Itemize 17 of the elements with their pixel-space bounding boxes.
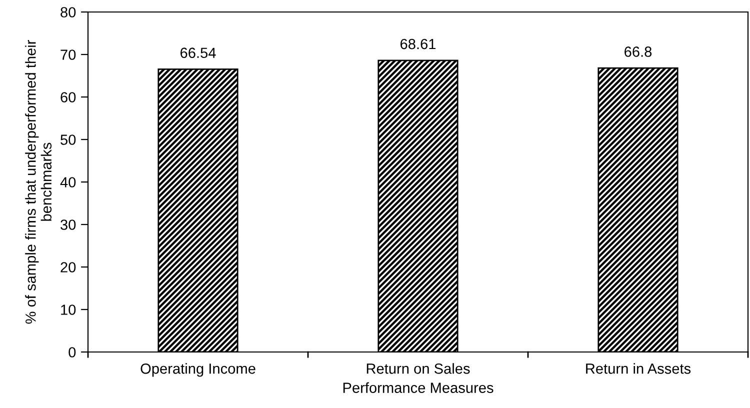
y-tick-label: 10 <box>61 304 76 315</box>
y-tick-label: 0 <box>68 347 76 358</box>
y-tick-label: 70 <box>60 50 76 60</box>
y-tick-label: 30 <box>60 220 76 230</box>
data-label: 68.61 <box>400 38 436 50</box>
x-tick-label: Operating Income <box>140 363 256 377</box>
x-tick-label: Return on Sales <box>366 363 470 374</box>
x-axis-title: Performance Measures <box>343 382 494 393</box>
y-tick-label: 60 <box>60 92 76 102</box>
y-tick-label: 80 <box>60 7 76 18</box>
y-tick-label: 20 <box>60 262 76 272</box>
y-tick-label: 40 <box>60 177 76 188</box>
y-axis-title: % of sample firms that underperformed their benchmarks <box>25 40 52 324</box>
x-tick-label: Return in Assets <box>586 363 691 374</box>
y-tick-label: 50 <box>60 134 76 145</box>
data-label: 66.8 <box>624 46 652 57</box>
data-label: 66.54 <box>180 48 216 58</box>
